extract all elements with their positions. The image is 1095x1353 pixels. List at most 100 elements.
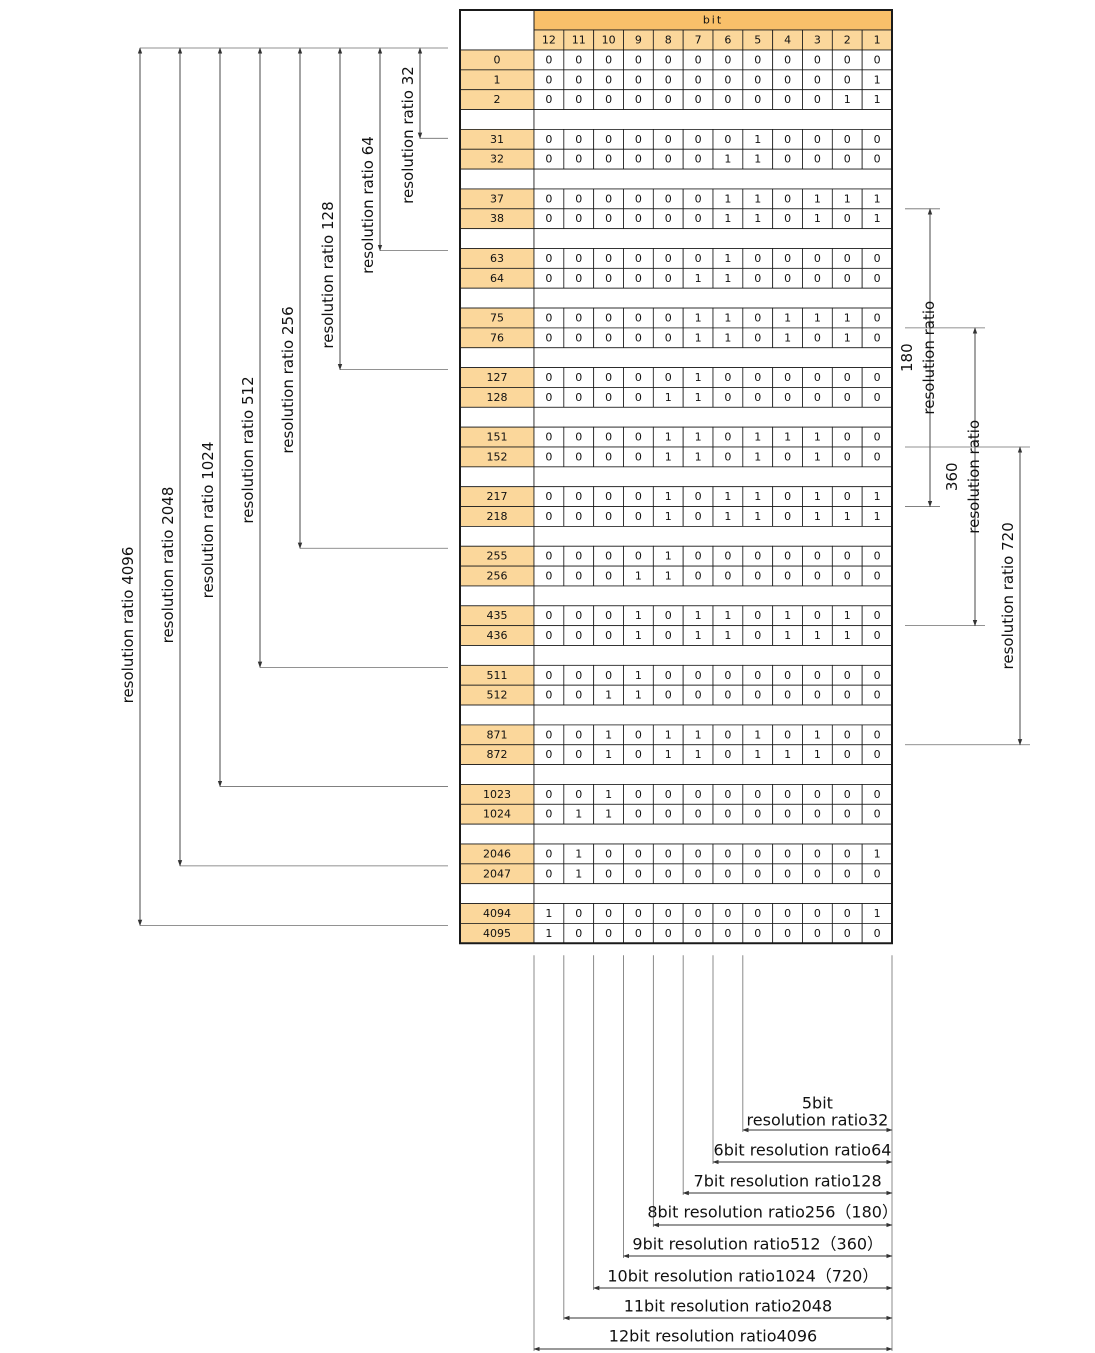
bit-value: 0 — [605, 847, 612, 860]
bit-value: 1 — [575, 847, 582, 860]
bit-value: 1 — [605, 748, 612, 761]
bit-value: 0 — [575, 788, 582, 801]
bit-value: 1 — [605, 808, 612, 821]
bit-value: 0 — [754, 669, 761, 682]
bit-value: 0 — [545, 609, 552, 622]
table-row: 38 0 0 0 0 0 0 1 1 0 1 0 1 — [459, 208, 893, 230]
bit-value: 0 — [784, 927, 791, 940]
bit-value: 0 — [814, 669, 821, 682]
bit-value: 0 — [844, 808, 851, 821]
bit-value: 0 — [695, 252, 702, 265]
table-row: 37 0 0 0 0 0 0 1 1 0 1 1 1 — [459, 188, 893, 210]
bit-value: 0 — [635, 153, 642, 166]
value-label: 64 — [490, 272, 504, 285]
gap-bits-cell — [533, 704, 893, 726]
bit-column-label: 7 — [695, 34, 702, 47]
bit-value: 0 — [695, 153, 702, 166]
table-row: 4095 1 0 0 0 0 0 0 0 0 0 0 0 — [459, 923, 893, 944]
bit-value: 0 — [695, 192, 702, 205]
right-range-label: resolution ratio 720 — [999, 522, 1017, 669]
bit-value: 0 — [814, 867, 821, 880]
bit-value: 0 — [874, 153, 881, 166]
gap-value-cell — [459, 466, 535, 488]
bit-value: 0 — [575, 510, 582, 523]
bit-column-label: 9 — [635, 34, 642, 47]
bit-value: 0 — [695, 927, 702, 940]
bottom-range: 7bit resolution ratio128 — [682, 1172, 893, 1196]
bit-value: 0 — [784, 192, 791, 205]
bit-value: 0 — [575, 907, 582, 920]
bit-value: 0 — [695, 847, 702, 860]
bit-value: 1 — [724, 629, 731, 642]
value-label: 151 — [487, 431, 508, 444]
bit-value: 0 — [695, 689, 702, 702]
bit-value: 0 — [844, 212, 851, 225]
bit-value: 1 — [874, 73, 881, 86]
bit-value: 0 — [545, 371, 552, 384]
bit-value: 0 — [635, 867, 642, 880]
bit-value: 0 — [844, 927, 851, 940]
left-range-label: resolution ratio 1024 — [199, 442, 217, 599]
bit-value: 1 — [665, 550, 672, 563]
bottom-range-label: resolution ratio32 — [747, 1111, 889, 1130]
bit-value: 0 — [575, 669, 582, 682]
bit-value: 1 — [635, 570, 642, 583]
bit-value: 1 — [724, 192, 731, 205]
left-range: resolution ratio 4096 — [119, 47, 448, 927]
bit-value: 0 — [695, 133, 702, 146]
bit-value: 0 — [605, 331, 612, 344]
bit-value: 0 — [754, 788, 761, 801]
bit-value: 0 — [844, 847, 851, 860]
bit-value: 0 — [784, 73, 791, 86]
bit-value: 0 — [575, 53, 582, 66]
value-label: 127 — [487, 371, 508, 384]
table-row: 2046 0 1 0 0 0 0 0 0 0 0 0 1 — [459, 843, 893, 865]
bit-value: 1 — [695, 748, 702, 761]
bit-value: 0 — [874, 728, 881, 741]
bit-value: 0 — [665, 907, 672, 920]
bit-value: 0 — [754, 73, 761, 86]
bit-value: 0 — [844, 689, 851, 702]
bit-value: 1 — [814, 212, 821, 225]
bit-value: 1 — [814, 728, 821, 741]
bit-value: 1 — [844, 510, 851, 523]
bit-value: 1 — [874, 490, 881, 503]
corner-cell — [459, 9, 535, 51]
table-row: 32 0 0 0 0 0 0 1 1 0 0 0 0 — [459, 148, 893, 170]
bit-value: 0 — [575, 133, 582, 146]
bit-value: 0 — [754, 570, 761, 583]
bit-value: 0 — [545, 689, 552, 702]
bit-value: 0 — [665, 808, 672, 821]
bit-value: 0 — [724, 808, 731, 821]
bit-value: 0 — [874, 431, 881, 444]
bit-value: 0 — [695, 212, 702, 225]
bit-value: 1 — [665, 570, 672, 583]
value-label: 435 — [487, 609, 508, 622]
bit-value: 0 — [784, 93, 791, 106]
bit-value: 0 — [874, 927, 881, 940]
bit-value: 0 — [575, 689, 582, 702]
bit-value: 0 — [545, 93, 552, 106]
bit-value: 0 — [575, 391, 582, 404]
bit-column-label: 5 — [754, 34, 761, 47]
bit-value: 0 — [754, 907, 761, 920]
bit-value: 1 — [814, 490, 821, 503]
bit-value: 0 — [784, 272, 791, 285]
bit-value: 0 — [605, 311, 612, 324]
gap-bits-cell — [533, 228, 893, 249]
bit-value: 0 — [874, 272, 881, 285]
bit-value: 1 — [784, 609, 791, 622]
bit-value: 0 — [844, 53, 851, 66]
bit-value: 0 — [874, 252, 881, 265]
value-label: 1023 — [483, 788, 511, 801]
bit-value: 0 — [635, 788, 642, 801]
bit-value: 1 — [874, 192, 881, 205]
bit-value: 0 — [635, 252, 642, 265]
bit-value: 0 — [784, 133, 791, 146]
bit-value: 0 — [575, 252, 582, 265]
bit-value: 0 — [724, 927, 731, 940]
gap-row — [459, 109, 893, 130]
bit-value: 0 — [754, 93, 761, 106]
gap-row — [459, 645, 893, 666]
bit-value: 1 — [814, 748, 821, 761]
